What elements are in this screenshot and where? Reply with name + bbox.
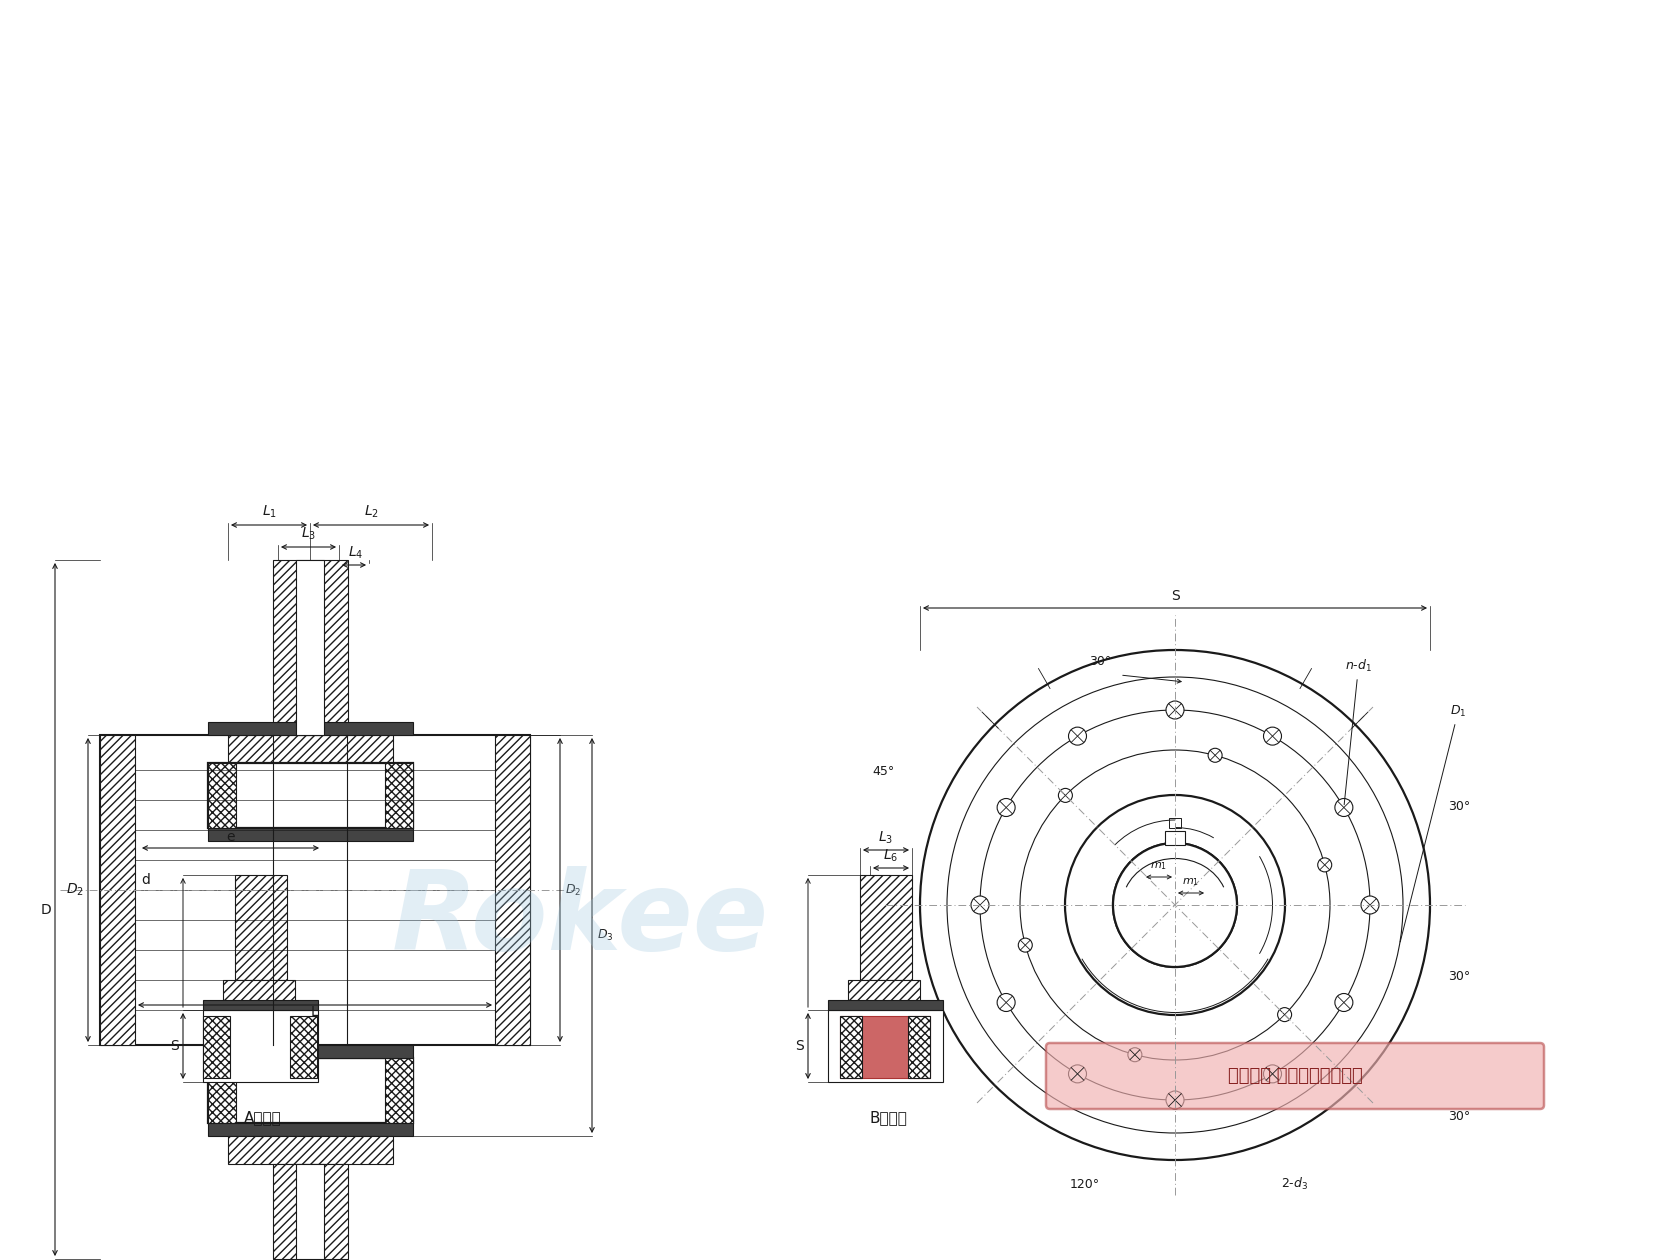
Text: $L_1$: $L_1$ — [262, 504, 277, 520]
Circle shape — [971, 896, 990, 913]
Bar — [208, 1058, 413, 1123]
Bar — [101, 735, 529, 1045]
Text: $2$-$d_3$: $2$-$d_3$ — [1282, 1176, 1309, 1192]
Bar — [840, 1016, 862, 1079]
Text: 120°: 120° — [1070, 1178, 1100, 1191]
Bar — [840, 1016, 931, 1079]
Text: $L_6$: $L_6$ — [884, 848, 899, 864]
Circle shape — [1018, 939, 1032, 953]
Text: $m_1$: $m_1$ — [1151, 861, 1168, 872]
Bar — [828, 1000, 942, 1011]
Text: Rokee: Rokee — [391, 867, 768, 974]
Bar — [496, 735, 529, 1045]
Bar — [203, 1016, 230, 1079]
Circle shape — [1277, 1008, 1292, 1022]
Text: $D_1$: $D_1$ — [1399, 704, 1467, 942]
Bar — [101, 735, 134, 1045]
Bar — [228, 735, 393, 764]
Bar — [208, 1058, 235, 1123]
Bar — [296, 1164, 324, 1259]
Bar — [848, 980, 921, 1011]
Circle shape — [998, 799, 1015, 816]
Bar — [296, 559, 324, 735]
Circle shape — [1068, 727, 1087, 745]
Text: 30°: 30° — [1089, 655, 1110, 668]
Bar — [272, 1164, 348, 1259]
Bar — [208, 1123, 413, 1137]
Circle shape — [1114, 843, 1236, 966]
Circle shape — [1336, 799, 1352, 816]
Circle shape — [1208, 748, 1221, 762]
FancyBboxPatch shape — [1047, 1043, 1544, 1109]
Bar — [208, 764, 235, 828]
Text: 30°: 30° — [1448, 970, 1470, 983]
Bar — [1164, 832, 1184, 845]
Text: $n$-$d_1$: $n$-$d_1$ — [1344, 658, 1373, 805]
Text: $D_2$: $D_2$ — [564, 882, 581, 897]
Text: e: e — [227, 830, 235, 844]
Text: D: D — [40, 902, 50, 916]
Text: $L_3$: $L_3$ — [879, 829, 894, 845]
Text: $L_3$: $L_3$ — [301, 525, 316, 542]
Circle shape — [998, 993, 1015, 1012]
Text: S: S — [795, 1040, 805, 1053]
Text: S: S — [170, 1040, 180, 1053]
Circle shape — [1058, 789, 1072, 803]
Bar — [291, 1016, 318, 1079]
Bar — [907, 1016, 931, 1079]
Circle shape — [1166, 701, 1184, 719]
Bar — [272, 559, 348, 735]
Bar — [208, 1045, 413, 1058]
Text: $m_1$: $m_1$ — [1183, 876, 1200, 888]
Text: L: L — [311, 1005, 319, 1019]
Text: S: S — [1171, 588, 1179, 604]
Circle shape — [1166, 1091, 1184, 1109]
Text: 45°: 45° — [872, 765, 895, 777]
Bar — [208, 828, 413, 840]
Text: $D_3$: $D_3$ — [596, 927, 613, 942]
Bar — [828, 1011, 942, 1082]
Circle shape — [1361, 896, 1379, 913]
Bar — [223, 980, 296, 1011]
Text: 30°: 30° — [1448, 1110, 1470, 1123]
Circle shape — [1263, 727, 1282, 745]
Text: A型结构: A型结构 — [244, 1110, 282, 1125]
Circle shape — [1127, 1048, 1142, 1062]
Bar — [208, 764, 413, 828]
Bar — [235, 874, 287, 980]
Text: 版权所有 侵权必被严厉追究: 版权所有 侵权必被严厉追究 — [1228, 1067, 1362, 1085]
Bar — [228, 1137, 393, 1164]
Circle shape — [1317, 858, 1332, 872]
Circle shape — [1068, 1065, 1087, 1082]
Bar — [385, 764, 413, 828]
Text: $D_2$: $D_2$ — [66, 882, 84, 898]
Circle shape — [1336, 993, 1352, 1012]
Text: d: d — [141, 873, 150, 887]
Text: B型结构: B型结构 — [869, 1110, 907, 1125]
Text: $L_2$: $L_2$ — [363, 504, 378, 520]
Bar — [1169, 818, 1181, 828]
Bar — [203, 1000, 318, 1011]
Text: $L_4$: $L_4$ — [348, 544, 363, 561]
Circle shape — [1263, 1065, 1282, 1082]
Bar — [208, 722, 413, 735]
Text: 30°: 30° — [1448, 800, 1470, 813]
Bar — [860, 874, 912, 980]
Bar — [385, 1058, 413, 1123]
Bar — [203, 1011, 318, 1082]
